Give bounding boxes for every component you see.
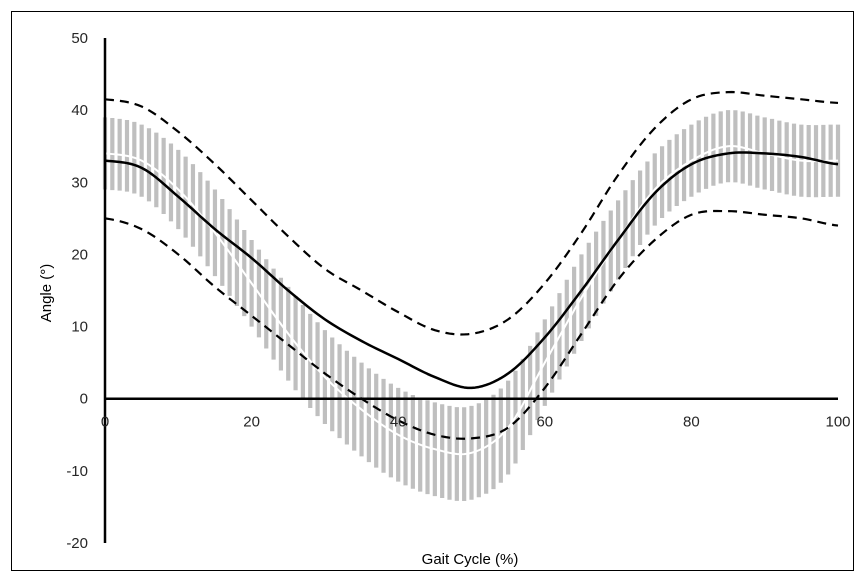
series-lines-group: [104, 90, 839, 456]
axes-group: [103, 38, 838, 543]
x-tick-label: 0: [101, 414, 109, 431]
x-tick-label: 20: [243, 414, 260, 431]
series-line-mean: [104, 151, 839, 390]
y-tick-label: -10: [66, 463, 88, 480]
y-tick-label: 30: [71, 174, 88, 191]
y-tick-label: -20: [66, 535, 88, 552]
x-tick-label: 40: [390, 414, 407, 431]
y-axis-title: Angle (°): [38, 264, 55, 323]
y-tick-label: 50: [71, 30, 88, 47]
x-tick-label: 80: [683, 414, 700, 431]
y-tick-label: 20: [71, 246, 88, 263]
x-tick-label: 60: [536, 414, 553, 431]
y-tick-label: 10: [71, 319, 88, 336]
series-line-band-mean: [104, 145, 839, 456]
x-axis-title: Gait Cycle (%): [422, 551, 519, 568]
x-tick-label: 100: [825, 414, 850, 431]
series-line-lower: [104, 209, 839, 440]
y-tick-label: 40: [71, 102, 88, 119]
y-tick-label: 0: [80, 391, 88, 408]
chart-frame: [11, 11, 854, 571]
series-line-upper: [104, 90, 839, 336]
sd-band-group: [102, 110, 841, 502]
tick-labels-group: -20 -10 0 10 20 30 40 50 0 20 40 60 80 100: [66, 30, 850, 552]
